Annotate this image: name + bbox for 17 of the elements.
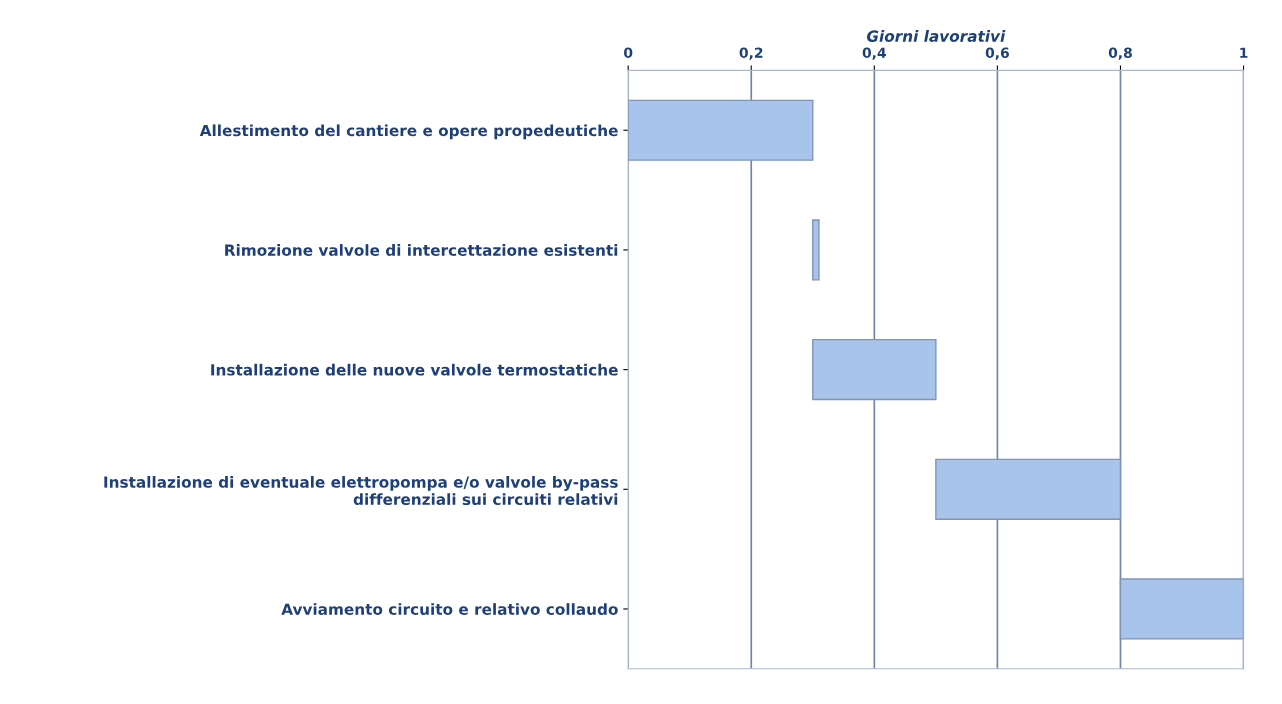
bar [812, 219, 820, 281]
y-tick-label: Avviamento circuito e relativo collaudo [281, 603, 618, 615]
y-tick-label: Installazione di eventuale elettropompa e/o valvole by-pass differenziali sui circuiti relativi [104, 476, 618, 506]
x-tick-label: 1 [1240, 47, 1248, 58]
x-axis-title: Giorni lavorativi [867, 30, 1006, 42]
x-tick-label: 0,4 [862, 47, 886, 60]
y-tick-label: Allestimento del cantiere e opere propedeutiche [199, 124, 618, 140]
y-tick-label: Installazione delle nuove valvole termostatiche [211, 363, 618, 376]
bar [812, 338, 937, 401]
bar [1119, 578, 1244, 640]
x-tick-label: 0,6 [985, 47, 1009, 60]
x-tick-label: 0 [624, 47, 633, 58]
bar [628, 99, 814, 161]
x-tick-label: 0,2 [739, 47, 763, 60]
y-tick-label: Rimozione valvole di intercettazione esistenti [225, 244, 618, 256]
x-tick-label: 0,8 [1108, 47, 1132, 60]
bar [935, 458, 1122, 520]
